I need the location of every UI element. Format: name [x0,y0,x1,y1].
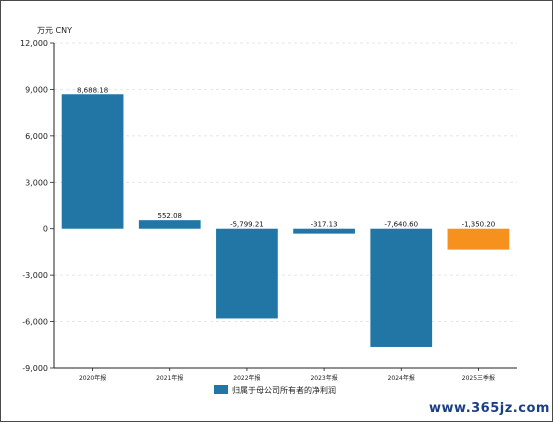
bar[interactable] [138,220,201,229]
data-label: -317.13 [311,221,338,229]
y-axis-ticks: 12,000 9,000 6,000 3,000 0 -3,000 -6,000 -9,000 [20,39,54,373]
legend[interactable]: 归属于母公司所有者的净利润 [214,385,336,395]
y-tick-label: 9,000 [25,85,48,94]
x-tick-label: 2020年报 [79,374,106,382]
y-tick-label: 6,000 [25,132,48,141]
y-tick-label: -9,000 [22,364,48,373]
bar[interactable] [447,228,510,250]
bar[interactable] [370,228,433,347]
legend-swatch [214,385,228,394]
x-tick-label: 2023年报 [310,374,337,382]
data-labels: 8,688.18 552.08 -5,799.21 -317.13 -7,640.60 -… [77,86,495,228]
y-tick-label: -6,000 [22,318,48,327]
x-tick-label: 2021年报 [156,374,183,382]
bar[interactable] [216,228,278,319]
legend-label: 归属于母公司所有者的净利润 [232,385,336,395]
watermark: www.365jz.com [429,401,550,416]
data-label: -5,799.21 [230,221,264,229]
data-label: 8,688.18 [77,86,108,94]
y-unit-label: 万元 CNY [37,26,72,35]
x-tick-label: 2024年报 [388,374,415,382]
x-axis-ticks: 2020年报 2021年报 2022年报 2023年报 2024年报 2025三季报 [79,368,495,382]
y-tick-label: 0 [43,225,48,234]
x-tick-label: 2025三季报 [462,374,495,382]
data-label: 552.08 [158,212,183,220]
data-label: -1,350.20 [462,221,496,229]
bar[interactable] [293,228,355,234]
y-tick-label: -3,000 [22,271,48,280]
y-tick-label: 12,000 [20,39,48,48]
x-tick-label: 2022年报 [233,374,260,382]
bars [61,94,510,347]
data-label: -7,640.60 [384,221,418,229]
bar[interactable] [61,94,124,229]
y-tick-label: 3,000 [25,178,48,187]
